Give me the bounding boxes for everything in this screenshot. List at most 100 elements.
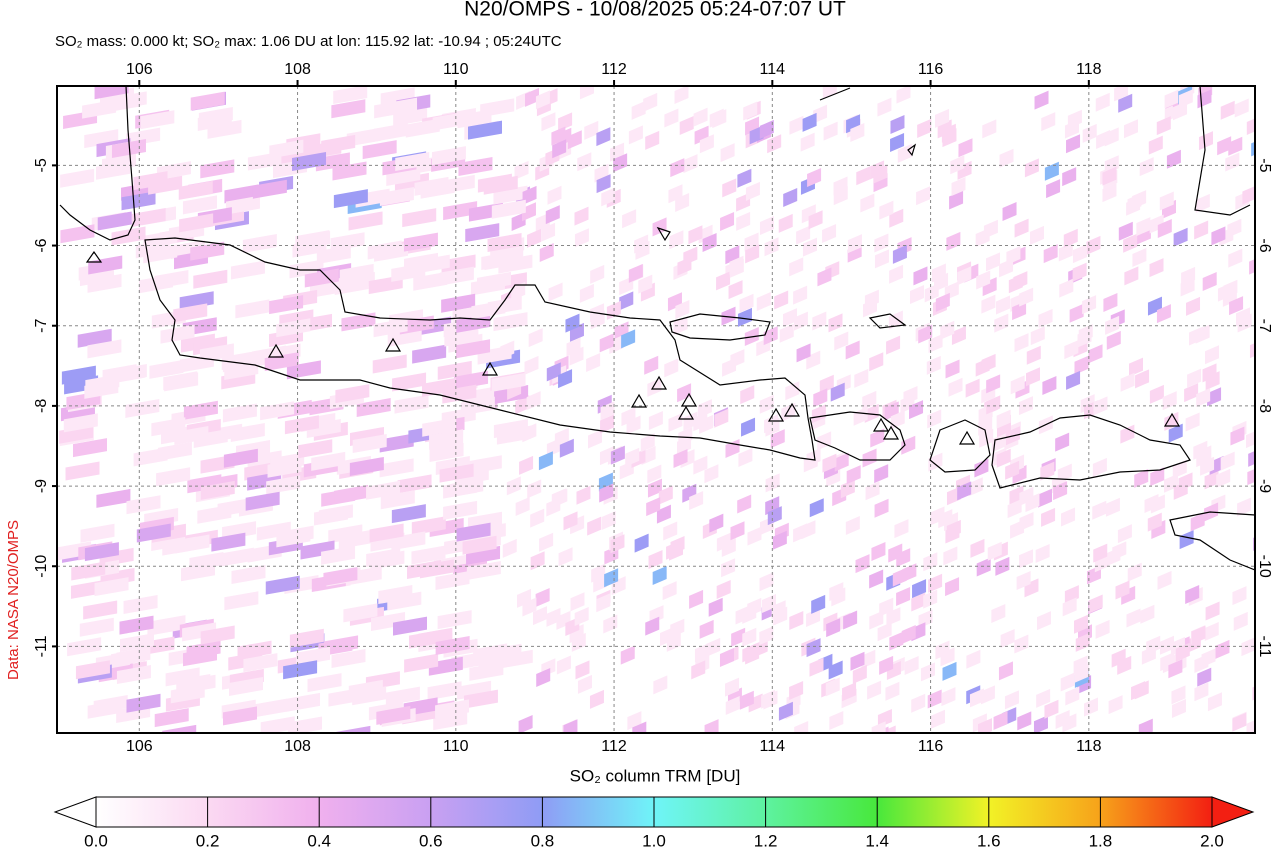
so2-pixel <box>958 138 973 158</box>
so2-pixel <box>211 532 246 552</box>
so2-pixel <box>870 428 885 448</box>
so2-pixel <box>935 292 950 312</box>
so2-pixel <box>1205 601 1220 621</box>
so2-pixel <box>269 295 304 315</box>
so2-pixel <box>200 159 235 179</box>
so2-pixel <box>1065 686 1080 706</box>
so2-pixel <box>761 689 776 709</box>
x-tick-label-bottom: 106 <box>126 738 153 755</box>
so2-pixel <box>759 626 774 646</box>
so2-pixel <box>802 112 817 132</box>
so2-pixel <box>714 408 729 428</box>
so2-pixel <box>454 370 489 390</box>
so2-pixel <box>916 186 931 206</box>
coast-lombok <box>929 419 991 473</box>
so2-pixel <box>978 718 993 733</box>
so2-pixel <box>725 696 740 716</box>
so2-pixel <box>1014 634 1029 654</box>
so2-pixel <box>670 158 685 178</box>
so2-pixel <box>873 164 888 184</box>
so2-pixel <box>631 100 646 120</box>
so2-pixel <box>491 372 526 392</box>
so2-pixel <box>802 237 817 257</box>
volcanoes <box>85 250 1181 445</box>
so2-pixel <box>60 168 95 188</box>
so2-pixel <box>1196 388 1211 408</box>
so2-pixel <box>996 409 1011 429</box>
so2-pixel <box>1030 326 1045 346</box>
so2-pixel <box>822 224 837 244</box>
so2-pixel <box>869 569 884 589</box>
so2-pixel <box>741 417 756 437</box>
so2-pixel <box>539 243 554 263</box>
so2-pixel <box>1072 262 1087 282</box>
so2-pixel <box>640 433 655 453</box>
so2-pixel <box>435 699 470 719</box>
y-tick-label-left: -9 <box>33 479 50 493</box>
so2-pixel <box>551 488 566 508</box>
so2-pixel <box>376 705 411 725</box>
so2-pixel <box>1088 344 1103 364</box>
so2-pixel <box>1082 123 1097 143</box>
so2-pixel <box>871 541 886 561</box>
so2-pixel <box>1241 637 1255 657</box>
so2-pixel <box>728 280 743 300</box>
so2-pixel <box>1162 391 1177 411</box>
so2-pixel <box>404 653 439 673</box>
so2-pixel <box>910 284 925 304</box>
colorbar-tick-label: 1.0 <box>642 831 666 850</box>
so2-pixel <box>948 377 963 397</box>
so2-pixel <box>1046 179 1061 199</box>
so2-pixel <box>808 210 823 230</box>
so2-pixel <box>981 353 996 373</box>
so2-pixel <box>869 610 884 630</box>
so2-pixel <box>1202 363 1217 383</box>
so2-pixel <box>1096 130 1111 150</box>
so2-pixel <box>111 226 146 246</box>
so2-pixel <box>1086 235 1101 255</box>
colorbar-under <box>53 796 97 828</box>
so2-pixel <box>63 413 98 433</box>
so2-pixel <box>395 151 430 171</box>
x-tick-label-top: 110 <box>443 61 469 78</box>
colorbar-tick-label: 1.2 <box>754 831 778 850</box>
so2-pixel <box>966 649 981 669</box>
so2-pixel <box>552 139 567 159</box>
so2-pixel <box>267 458 302 478</box>
so2-pixel <box>1164 89 1179 109</box>
so2-pixel <box>1064 340 1079 360</box>
so2-pixel <box>722 178 737 198</box>
so2-pixel <box>164 372 199 392</box>
so2-pixel <box>411 545 446 565</box>
so2-pixel <box>729 258 744 278</box>
so2-pixel <box>812 311 827 331</box>
so2-pixel <box>1220 100 1235 120</box>
so2-pixel <box>576 485 591 505</box>
so2-pixel <box>720 143 735 163</box>
coast-flores <box>1169 511 1255 571</box>
so2-pixel <box>865 481 880 501</box>
so2-pixel <box>79 617 114 637</box>
coast-sumatra <box>59 86 136 241</box>
so2-pixel <box>652 217 667 237</box>
so2-pixel <box>767 506 782 526</box>
so2-pixel <box>644 355 659 375</box>
so2-pixel <box>179 353 214 373</box>
so2-pixel <box>528 328 543 348</box>
so2-pixel <box>565 313 580 333</box>
so2-pixel <box>877 622 892 642</box>
so2-pixel <box>432 111 467 131</box>
so2-pixel <box>668 413 683 433</box>
so2-pixel <box>847 234 862 254</box>
so2-pixel <box>1159 635 1174 655</box>
so2-pixel <box>980 685 995 705</box>
so2-pixel <box>931 263 946 283</box>
so2-pixel <box>435 635 470 655</box>
so2-pixel <box>653 675 668 695</box>
y-tick-label-right: -10 <box>1256 555 1272 578</box>
so2-pixel <box>403 232 438 252</box>
so2-pixel <box>1019 549 1034 569</box>
so2-pixel <box>1237 313 1252 333</box>
so2-pixel <box>443 201 478 221</box>
so2-pixel <box>1124 266 1139 286</box>
